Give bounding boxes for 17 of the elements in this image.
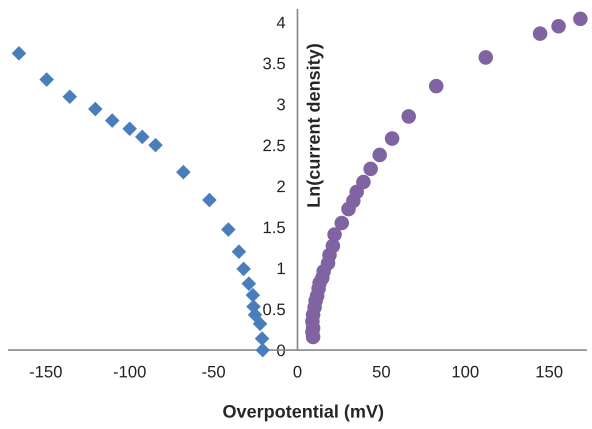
y-axis-title: Ln(current density) [306, 44, 324, 207]
x-tick-label: 0 [293, 366, 302, 378]
x-tick-label: 150 [536, 366, 562, 378]
y-tick-label: 1.5 [264, 222, 285, 234]
x-tick-label: -50 [202, 366, 225, 378]
y-tick-label: 3 [277, 98, 285, 110]
y-tick-label: 2.5 [263, 140, 285, 152]
y-tick-label: 1 [278, 262, 285, 274]
x-tick-label: -150 [30, 366, 62, 378]
x-tick-label: 50 [372, 366, 390, 378]
x-tick-label: 100 [452, 366, 479, 378]
y-tick-label: 4 [276, 16, 286, 28]
y-tick-label: 0.5 [263, 303, 285, 316]
y-tick-label: 3.5 [263, 58, 285, 70]
x-tick-label: -100 [114, 366, 146, 378]
x-axis-title: Overpotential (mV) [223, 404, 384, 422]
y-tick-label: 2 [277, 180, 285, 192]
